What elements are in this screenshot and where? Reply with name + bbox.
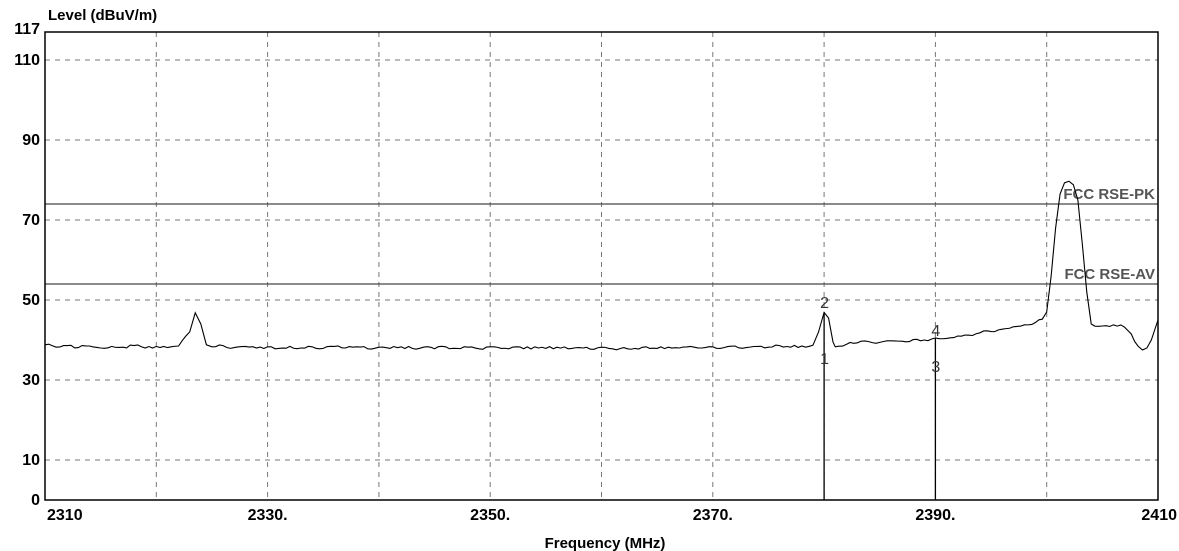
y-tick-label: 70 — [22, 212, 40, 229]
x-tick-label: 2390. — [915, 507, 955, 524]
y-tick-label: 0 — [31, 492, 40, 509]
x-tick-label: 2330. — [248, 507, 288, 524]
limit-line-label: FCC RSE-PK — [1063, 186, 1155, 203]
marker-group: 1 2 3 4 — [820, 295, 940, 500]
trace-line — [44, 180, 1159, 351]
x-tick-label: 2410 — [1141, 507, 1177, 524]
tick-labels: 2310 2330. 2350. 2370. 2390. 2410 0 10 30 50 70 90 1… — [14, 21, 1177, 524]
marker-label: 3 — [931, 359, 940, 376]
y-tick-label: 90 — [22, 132, 40, 149]
y-tick-label: 30 — [22, 372, 40, 389]
plot-frame — [44, 31, 1159, 501]
y-tick-label: 10 — [22, 452, 40, 469]
marker-label: 2 — [820, 295, 829, 312]
x-axis-label: Frequency (MHz) — [545, 535, 666, 551]
x-tick-label: 2370. — [693, 507, 733, 524]
marker-label: 4 — [931, 323, 940, 340]
x-tick-label: 2310 — [47, 507, 83, 524]
grid-lines — [45, 32, 1158, 500]
y-axis-label: Level (dBuV/m) — [48, 7, 157, 24]
marker-label: 1 — [820, 351, 829, 368]
limit-lines: FCC RSE-PK FCC RSE-AV — [45, 186, 1158, 285]
y-tick-label: 50 — [22, 292, 40, 309]
limit-line-label: FCC RSE-AV — [1064, 266, 1155, 283]
x-tick-label: 2350. — [470, 507, 510, 524]
y-tick-label: 117 — [14, 21, 40, 38]
trace-group — [44, 180, 1159, 351]
y-tick-label: 110 — [14, 52, 40, 69]
